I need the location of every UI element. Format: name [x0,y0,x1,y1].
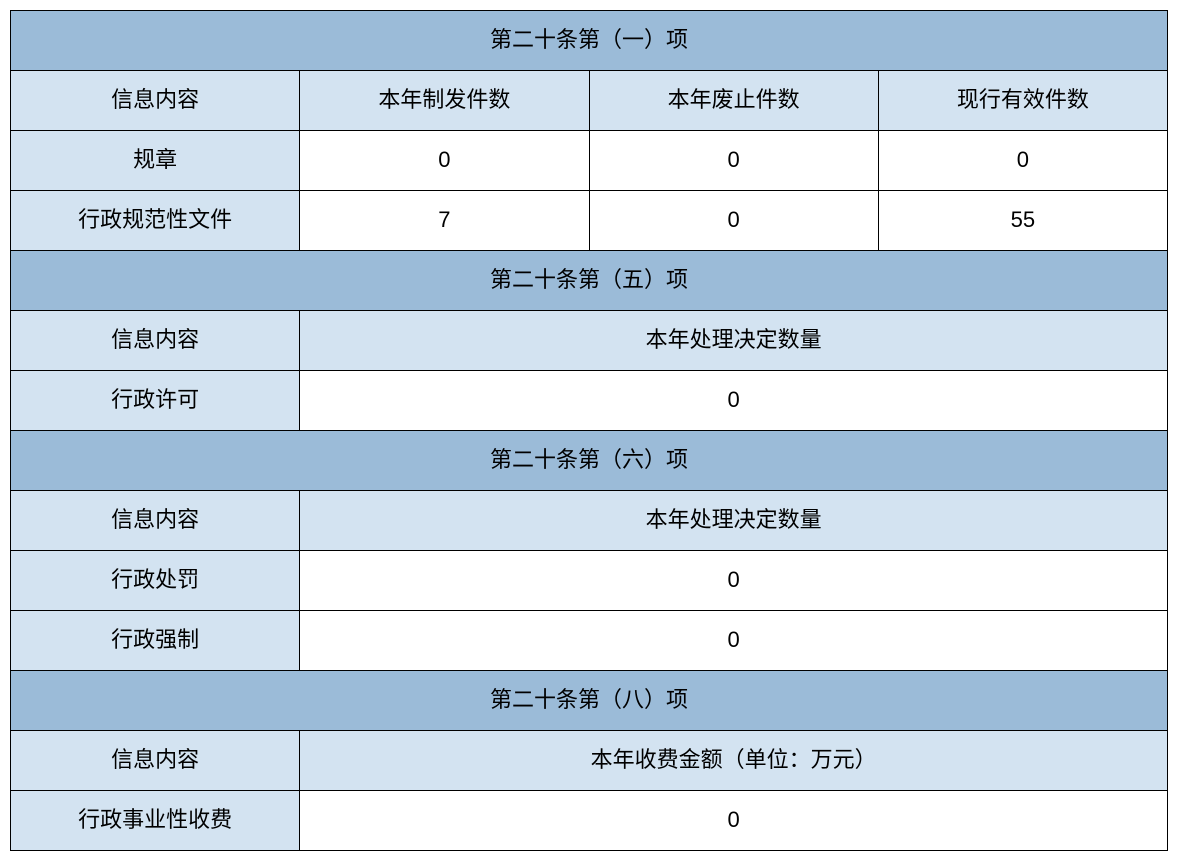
section4-title: 第二十条第（八）项 [11,671,1168,731]
section4-merged-header: 本年收费金额（单位：万元） [300,731,1168,791]
section2-col1-header: 信息内容 [11,311,300,371]
section1-row: 规章 0 0 0 [11,131,1168,191]
section4-col1-header: 信息内容 [11,731,300,791]
row-label: 行政处罚 [11,551,300,611]
main-table: 第二十条第（一）项 信息内容 本年制发件数 本年废止件数 现行有效件数 规章 0… [10,10,1168,851]
row-value: 0 [589,191,878,251]
section1-col2-header: 本年制发件数 [300,71,589,131]
row-value: 55 [878,191,1167,251]
row-label: 行政规范性文件 [11,191,300,251]
section1-title: 第二十条第（一）项 [11,11,1168,71]
section3-title: 第二十条第（六）项 [11,431,1168,491]
row-value: 7 [300,191,589,251]
section4-header-row: 信息内容 本年收费金额（单位：万元） [11,731,1168,791]
section4-title-row: 第二十条第（八）项 [11,671,1168,731]
row-value: 0 [300,131,589,191]
section3-title-row: 第二十条第（六）项 [11,431,1168,491]
row-value: 0 [878,131,1167,191]
section1-title-row: 第二十条第（一）项 [11,11,1168,71]
row-value: 0 [300,551,1168,611]
table-container: 第二十条第（一）项 信息内容 本年制发件数 本年废止件数 现行有效件数 规章 0… [10,10,1168,851]
section1-col1-header: 信息内容 [11,71,300,131]
section3-row: 行政处罚 0 [11,551,1168,611]
section3-row: 行政强制 0 [11,611,1168,671]
section3-header-row: 信息内容 本年处理决定数量 [11,491,1168,551]
row-label: 规章 [11,131,300,191]
section3-merged-header: 本年处理决定数量 [300,491,1168,551]
row-value: 0 [300,371,1168,431]
section2-row: 行政许可 0 [11,371,1168,431]
row-label: 行政事业性收费 [11,791,300,851]
section2-header-row: 信息内容 本年处理决定数量 [11,311,1168,371]
section2-title: 第二十条第（五）项 [11,251,1168,311]
row-label: 行政强制 [11,611,300,671]
row-value: 0 [300,791,1168,851]
section3-col1-header: 信息内容 [11,491,300,551]
section2-title-row: 第二十条第（五）项 [11,251,1168,311]
section1-row: 行政规范性文件 7 0 55 [11,191,1168,251]
section1-col3-header: 本年废止件数 [589,71,878,131]
section4-row: 行政事业性收费 0 [11,791,1168,851]
section1-header-row: 信息内容 本年制发件数 本年废止件数 现行有效件数 [11,71,1168,131]
row-value: 0 [300,611,1168,671]
section2-merged-header: 本年处理决定数量 [300,311,1168,371]
row-label: 行政许可 [11,371,300,431]
row-value: 0 [589,131,878,191]
section1-col4-header: 现行有效件数 [878,71,1167,131]
